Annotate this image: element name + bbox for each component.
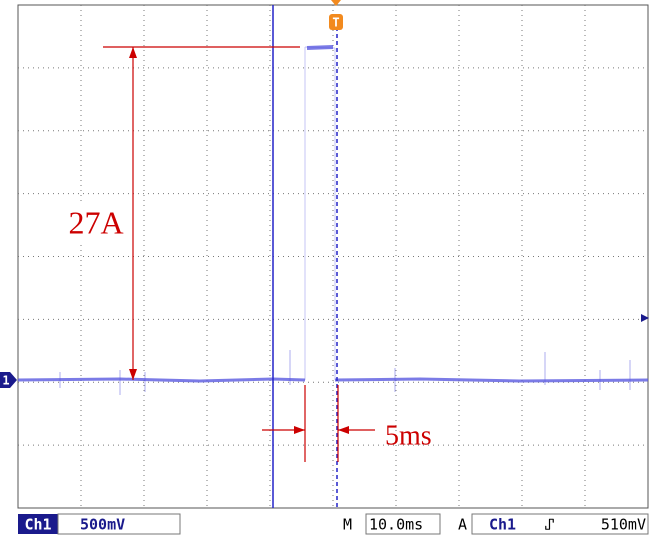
trace — [17, 45, 649, 395]
annotation-lines — [103, 46, 375, 462]
status-trigger-prefix: A — [458, 516, 467, 534]
level-arrow — [641, 314, 649, 322]
time-box — [365, 513, 441, 535]
status-time-prefix: M — [343, 516, 352, 534]
width-heads — [294, 426, 349, 434]
channel-badge — [18, 514, 58, 534]
trace-baseline-left — [17, 377, 306, 383]
volts-box — [57, 513, 181, 535]
width-label: 5ms — [385, 420, 432, 451]
status-trigger-channel: Ch1 — [489, 516, 516, 534]
label-bg — [62, 205, 128, 245]
trace-baseline-right — [334, 377, 649, 383]
trigger-marker: T — [332, 16, 339, 30]
status-volts: 500mV — [80, 516, 125, 534]
channel-marker: 1 — [2, 374, 9, 388]
trace-pulse-top — [306, 45, 334, 50]
channel-marker-box — [0, 372, 17, 388]
status-channel: Ch1 — [24, 516, 51, 534]
status-trigger-level: 510mV — [601, 516, 646, 534]
status-time: 10.0ms — [369, 516, 423, 534]
status-trigger-slope: ⑀ — [545, 516, 554, 534]
trigger-box — [471, 513, 649, 535]
trace-noise — [59, 350, 631, 395]
amplitude-label: 27A — [68, 204, 123, 240]
trigger-marker-box — [329, 14, 343, 30]
trigger-arrow — [331, 0, 341, 6]
